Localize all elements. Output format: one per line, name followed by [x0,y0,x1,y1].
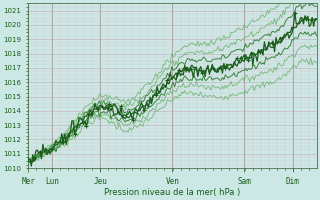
X-axis label: Pression niveau de la mer( hPa ): Pression niveau de la mer( hPa ) [104,188,241,197]
